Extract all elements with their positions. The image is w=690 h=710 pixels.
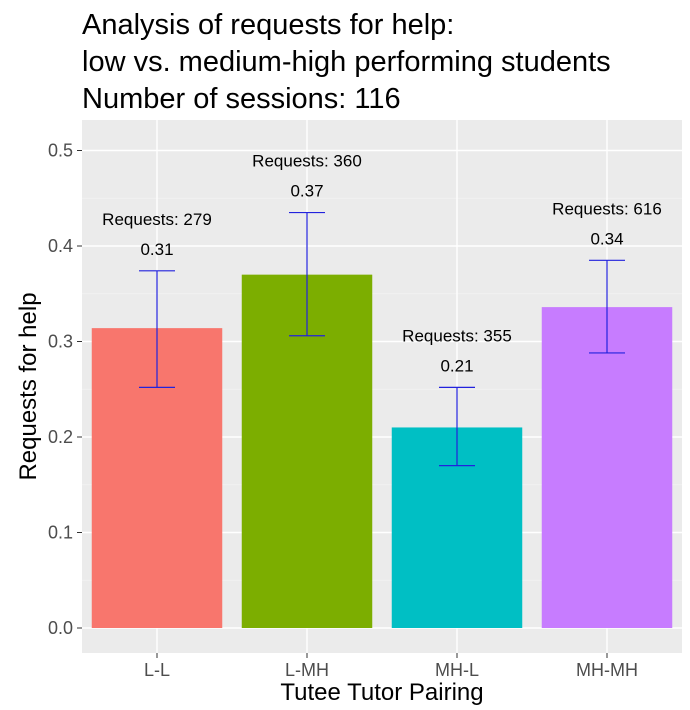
chart-title: Analysis of requests for help: low vs. m… [82,9,611,115]
error-bar-l-mh [289,211,325,337]
bars [91,274,673,628]
bar-annotation-requests: Requests: 355 [402,326,512,345]
y-axis: 0.0 0.1 0.2 0.3 0.4 0.5 [48,141,82,638]
bar-annotation-value: 0.31 [140,240,173,259]
bar-annotation-requests: Requests: 616 [552,199,662,218]
error-bar-l-l [139,270,175,388]
error-bars [139,211,625,467]
y-tick-label: 0.4 [48,236,73,256]
x-tick-label: L-L [144,660,170,680]
error-bar-mh-mh [589,259,625,354]
bar-annotation-requests: Requests: 279 [102,210,212,229]
y-tick-label: 0.1 [48,523,73,543]
bar-annotation-value: 0.21 [440,356,473,375]
x-axis-title: Tutee Tutor Pairing [280,679,483,706]
y-tick-label: 0.2 [48,427,73,447]
chart-title-line-2: low vs. medium-high performing students [82,46,611,78]
bar-annotations: Requests: 279 0.31 Requests: 360 0.37 Reques… [102,152,662,376]
x-axis: L-L L-MH MH-L MH-MH [144,653,638,680]
chart-title-line-3: Number of sessions: 116 [82,83,401,115]
y-tick-label: 0.3 [48,332,73,352]
x-tick-label: L-MH [285,660,329,680]
x-tick-label: MH-L [435,660,479,680]
bar-annotation-requests: Requests: 360 [252,152,362,171]
bar-mh-mh [541,307,673,628]
chart-title-line-1: Analysis of requests for help: [82,9,454,41]
error-bar-mh-l [439,386,475,467]
bar-annotation-value: 0.34 [590,229,623,248]
y-axis-title: Requests for help [15,292,42,480]
bar-annotation-value: 0.37 [290,182,323,201]
y-tick-label: 0.5 [48,141,73,161]
x-tick-label: MH-MH [576,660,638,680]
y-tick-label: 0.0 [48,618,73,638]
